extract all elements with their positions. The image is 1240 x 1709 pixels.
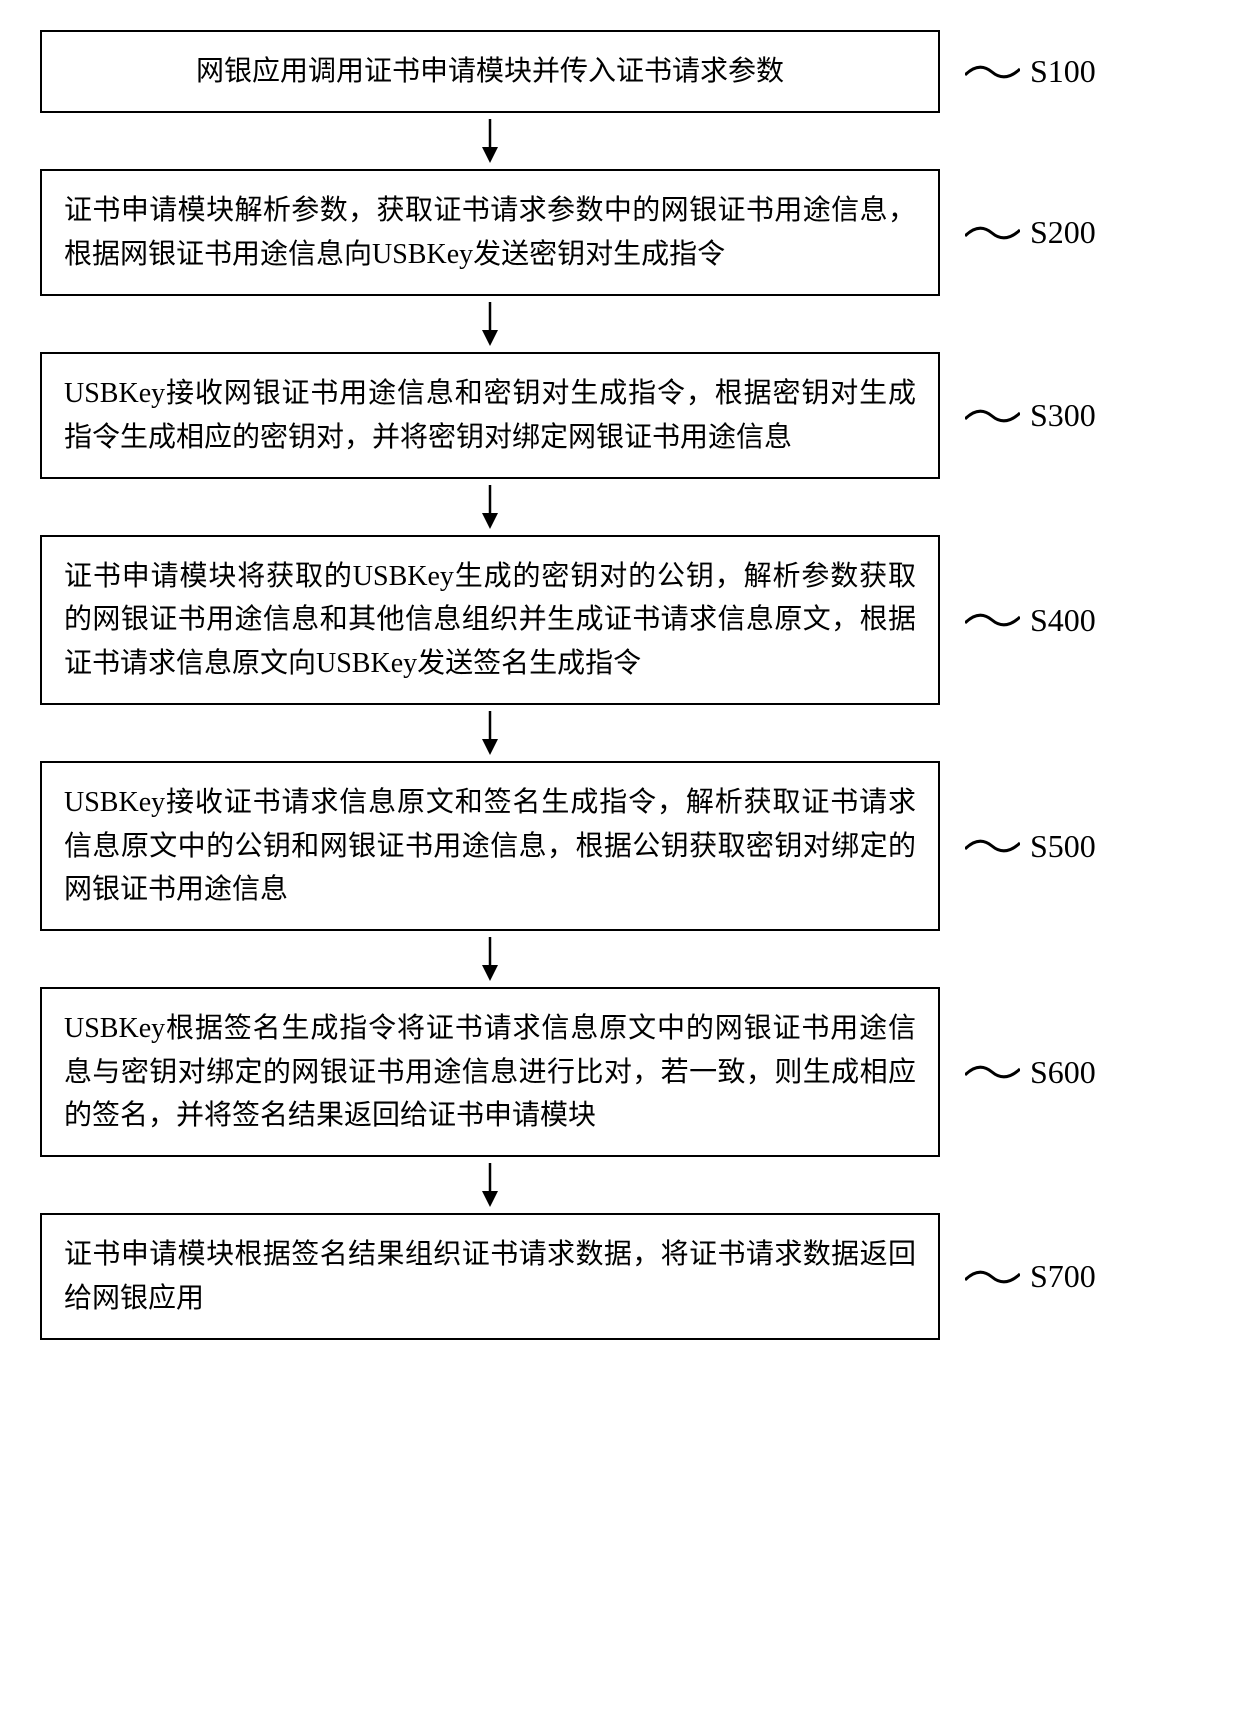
step-label: S400 [1030,602,1096,639]
step-s200: 证书申请模块解析参数，获取证书请求参数中的网银证书用途信息，根据网银证书用途信息… [40,169,1200,296]
step-label-cell: S500 [965,828,1096,865]
step-s600: USBKey根据签名生成指令将证书请求信息原文中的网银证书用途信息与密钥对绑定的… [40,987,1200,1157]
down-arrow-icon [480,937,500,981]
step-label-cell: S400 [965,602,1096,639]
step-label: S500 [1030,828,1096,865]
step-label-cell: S300 [965,397,1096,434]
step-label: S100 [1030,53,1096,90]
down-arrow-icon [480,119,500,163]
step-s400: 证书申请模块将获取的USBKey生成的密钥对的公钥，解析参数获取的网银证书用途信… [40,535,1200,705]
step-box: USBKey接收网银证书用途信息和密钥对生成指令，根据密钥对生成指令生成相应的密… [40,352,940,479]
step-label-cell: S200 [965,214,1096,251]
connector-tilde-icon [965,1063,1020,1081]
step-s500: USBKey接收证书请求信息原文和签名生成指令，解析获取证书请求信息原文中的公钥… [40,761,1200,931]
arrow-row [40,1157,1200,1213]
connector-tilde-icon [965,611,1020,629]
down-arrow-icon [480,711,500,755]
step-label-cell: S600 [965,1054,1096,1091]
step-label: S300 [1030,397,1096,434]
step-label-cell: S100 [965,53,1096,90]
step-s700: 证书申请模块根据签名结果组织证书请求数据，将证书请求数据返回给网银应用 S700 [40,1213,1200,1340]
step-box: 网银应用调用证书申请模块并传入证书请求参数 [40,30,940,113]
arrow-row [40,113,1200,169]
step-box: 证书申请模块根据签名结果组织证书请求数据，将证书请求数据返回给网银应用 [40,1213,940,1340]
step-box: 证书申请模块将获取的USBKey生成的密钥对的公钥，解析参数获取的网银证书用途信… [40,535,940,705]
arrow-row [40,296,1200,352]
flowchart-container: 网银应用调用证书申请模块并传入证书请求参数 S100 证书申请模块解析参数，获取… [40,30,1200,1340]
arrow-row [40,479,1200,535]
arrow-row [40,705,1200,761]
step-label: S200 [1030,214,1096,251]
arrow-row [40,931,1200,987]
step-box: USBKey根据签名生成指令将证书请求信息原文中的网银证书用途信息与密钥对绑定的… [40,987,940,1157]
step-s100: 网银应用调用证书申请模块并传入证书请求参数 S100 [40,30,1200,113]
step-box: 证书申请模块解析参数，获取证书请求参数中的网银证书用途信息，根据网银证书用途信息… [40,169,940,296]
step-label: S600 [1030,1054,1096,1091]
step-label-cell: S700 [965,1258,1096,1295]
step-box: USBKey接收证书请求信息原文和签名生成指令，解析获取证书请求信息原文中的公钥… [40,761,940,931]
step-s300: USBKey接收网银证书用途信息和密钥对生成指令，根据密钥对生成指令生成相应的密… [40,352,1200,479]
connector-tilde-icon [965,407,1020,425]
connector-tilde-icon [965,63,1020,81]
connector-tilde-icon [965,224,1020,242]
down-arrow-icon [480,1163,500,1207]
down-arrow-icon [480,485,500,529]
down-arrow-icon [480,302,500,346]
step-label: S700 [1030,1258,1096,1295]
connector-tilde-icon [965,1268,1020,1286]
connector-tilde-icon [965,837,1020,855]
